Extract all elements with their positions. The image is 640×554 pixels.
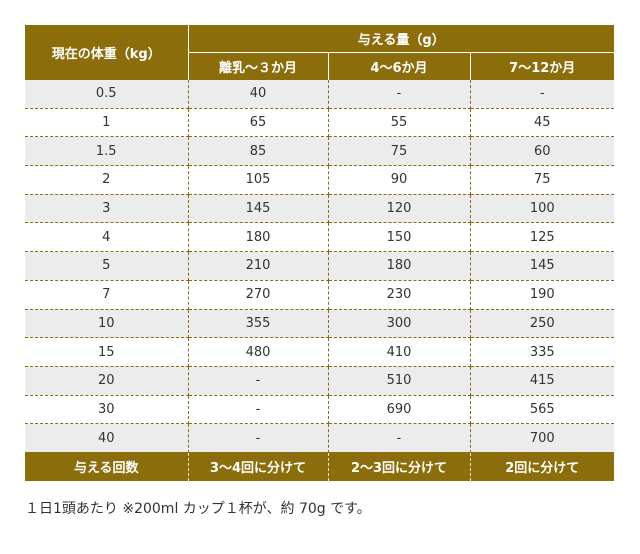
feeding-frequency-cell: 3〜4回に分けて xyxy=(188,452,329,481)
table-row: 7 270 230 190 xyxy=(25,280,614,310)
weight-cell: 1.5 xyxy=(25,136,189,167)
amount-cell: - xyxy=(328,80,471,109)
table-row: 1.5 85 75 60 xyxy=(25,136,614,167)
amount-cell: 180 xyxy=(188,222,329,253)
feeding-table-container: 現在の体重（kg） 与える量（g） 離乳〜３か月 4〜6か月 7〜12か月 0.… xyxy=(25,25,614,481)
amount-cell: 270 xyxy=(188,280,329,310)
weight-column-header: 現在の体重（kg） xyxy=(25,25,189,80)
weight-cell: 0.5 xyxy=(25,80,189,109)
feeding-frequency-cell: 2回に分けて xyxy=(470,452,614,481)
footnote: １日1頭あたり ※200ml カップ１杯が、約 70g です。 xyxy=(25,501,371,517)
weight-cell: 1 xyxy=(25,108,189,138)
weight-cell: 5 xyxy=(25,251,189,281)
feeding-frequency-cell: 2〜3回に分けて xyxy=(328,452,471,481)
weight-cell: 40 xyxy=(25,423,189,453)
amount-cell: 145 xyxy=(188,194,329,224)
amount-cell: - xyxy=(470,80,614,109)
age-column-header: 離乳〜３か月 xyxy=(188,52,329,80)
table-row: 4 180 150 125 xyxy=(25,222,614,253)
amount-cell: 180 xyxy=(328,251,471,281)
weight-cell: 4 xyxy=(25,222,189,253)
table-row: 3 145 120 100 xyxy=(25,194,614,224)
table-row: 15 480 410 335 xyxy=(25,337,614,367)
amount-cell: - xyxy=(188,395,329,425)
age-column-header: 7〜12か月 xyxy=(470,52,614,80)
amount-cell: 120 xyxy=(328,194,471,224)
amount-cell: 415 xyxy=(470,366,614,396)
amount-cell: 410 xyxy=(328,337,471,367)
weight-cell: 2 xyxy=(25,165,189,195)
amount-cell: 100 xyxy=(470,194,614,224)
amount-cell: 565 xyxy=(470,395,614,425)
amount-cell: 335 xyxy=(470,337,614,367)
amount-cell: 105 xyxy=(188,165,329,195)
table-row: 1 65 55 45 xyxy=(25,108,614,138)
amount-cell: 55 xyxy=(328,108,471,138)
table-row: 20-510 415 xyxy=(25,366,614,396)
weight-cell: 10 xyxy=(25,309,189,339)
weight-cell: 30 xyxy=(25,395,189,425)
amount-cell: 60 xyxy=(470,136,614,167)
amount-group-header: 与える量（g） xyxy=(188,25,614,53)
weight-cell: 15 xyxy=(25,337,189,367)
amount-cell: 150 xyxy=(328,222,471,253)
feeding-frequency-label: 与える回数 xyxy=(25,452,189,481)
amount-cell: 125 xyxy=(470,222,614,253)
weight-cell: 3 xyxy=(25,194,189,224)
table-row: 2 105 90 75 xyxy=(25,165,614,195)
amount-cell: 230 xyxy=(328,280,471,310)
amount-cell: 75 xyxy=(328,136,471,167)
amount-cell: 65 xyxy=(188,108,329,138)
amount-cell: 145 xyxy=(470,251,614,281)
age-column-header: 4〜6か月 xyxy=(328,52,471,80)
table-row: 0.5 40- - xyxy=(25,80,614,109)
table-body: 0.5 40- -1 65 55 45 1.5 85 75 60 2 105 90 75 3 145 120 10… xyxy=(25,80,614,453)
weight-cell: 7 xyxy=(25,280,189,310)
table-row: 5 210 180 145 xyxy=(25,251,614,281)
amount-cell: - xyxy=(188,423,329,453)
amount-cell: 355 xyxy=(188,309,329,339)
table-row: 10 355 300 250 xyxy=(25,309,614,339)
amount-cell: - xyxy=(188,366,329,396)
amount-cell: 210 xyxy=(188,251,329,281)
amount-cell: 690 xyxy=(328,395,471,425)
table-row: 40- -700 xyxy=(25,423,614,453)
amount-cell: - xyxy=(328,423,471,453)
amount-cell: 190 xyxy=(470,280,614,310)
feeding-amount-table: 現在の体重（kg） 与える量（g） 離乳〜３か月 4〜6か月 7〜12か月 0.… xyxy=(25,25,614,481)
amount-cell: 250 xyxy=(470,309,614,339)
amount-cell: 300 xyxy=(328,309,471,339)
amount-cell: 700 xyxy=(470,423,614,453)
table-row: 30-690 565 xyxy=(25,395,614,425)
weight-cell: 20 xyxy=(25,366,189,396)
amount-cell: 75 xyxy=(470,165,614,195)
amount-cell: 480 xyxy=(188,337,329,367)
amount-cell: 40 xyxy=(188,80,329,109)
amount-cell: 45 xyxy=(470,108,614,138)
amount-cell: 510 xyxy=(328,366,471,396)
amount-cell: 90 xyxy=(328,165,471,195)
amount-cell: 85 xyxy=(188,136,329,167)
